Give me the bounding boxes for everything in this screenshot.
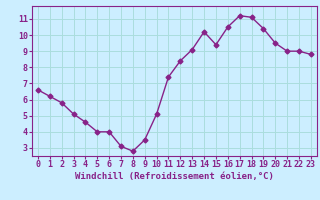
X-axis label: Windchill (Refroidissement éolien,°C): Windchill (Refroidissement éolien,°C) — [75, 172, 274, 181]
